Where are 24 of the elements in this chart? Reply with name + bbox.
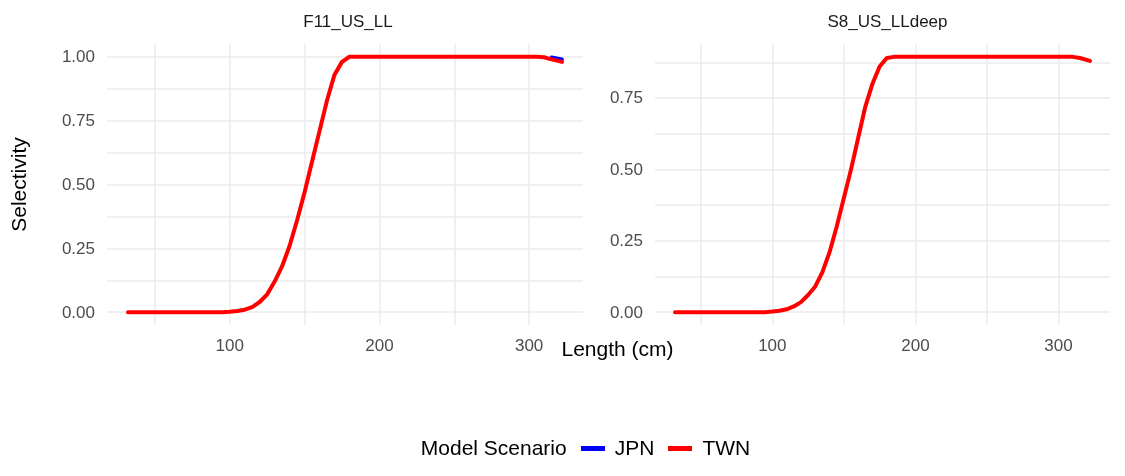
- y-tick-label: 0.25: [61, 238, 95, 258]
- x-tick-label: 200: [365, 336, 394, 355]
- line-series: [125, 54, 565, 315]
- y-tick-label: 0.50: [609, 159, 643, 179]
- y-tick-label: 1.00: [61, 47, 95, 67]
- y-axis-title: Selectivity: [7, 136, 30, 232]
- line-series: [673, 54, 1092, 315]
- y-tick-label: 0.00: [609, 302, 643, 322]
- y-tick-label: 0.50: [61, 175, 95, 194]
- x-tick-label: 100: [758, 336, 787, 355]
- x-axis-title: Length (cm): [561, 337, 674, 360]
- chart-title: S8_US_LLdeep: [827, 12, 948, 31]
- legend-label: TWN: [702, 436, 751, 460]
- y-tick-label: 0.75: [61, 111, 95, 131]
- y-tick-label: 0.00: [61, 302, 95, 322]
- y-tick-label: 0.75: [609, 88, 643, 108]
- x-tick-label: 300: [514, 336, 544, 355]
- x-tick-label: 300: [1044, 336, 1073, 355]
- legend-label: JPN: [614, 436, 655, 460]
- chart-title: F11_US_LL: [303, 12, 393, 31]
- y-tick-label: 0.25: [609, 231, 643, 251]
- legend-title: Model Scenario: [420, 436, 567, 460]
- x-tick-label: 200: [901, 336, 930, 355]
- x-tick-label: 100: [215, 336, 244, 355]
